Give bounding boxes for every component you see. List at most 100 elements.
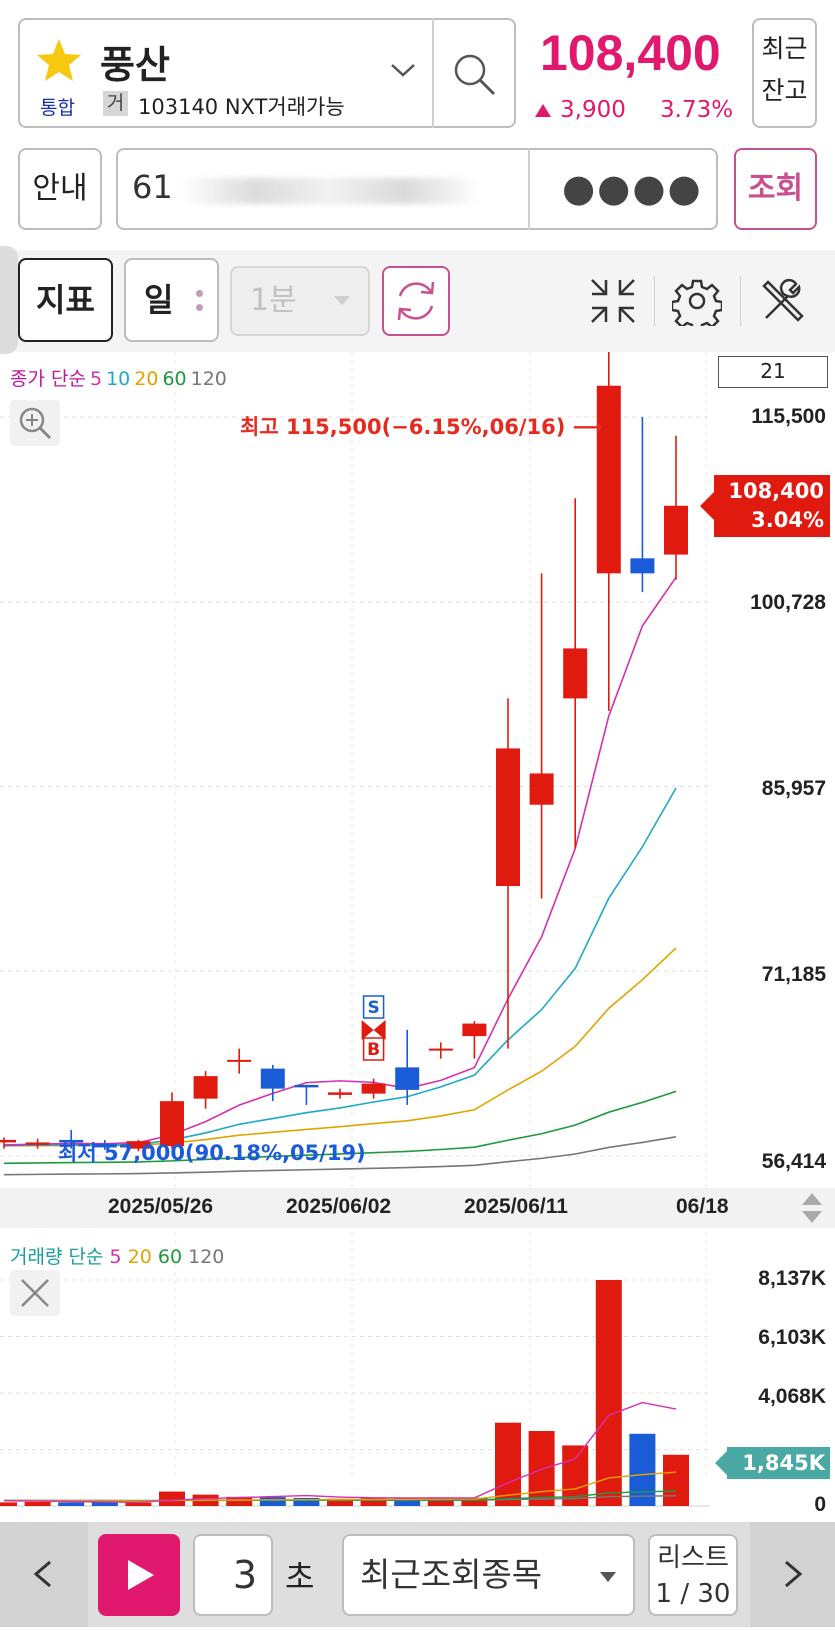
y-tick-label: 71,185 bbox=[761, 963, 826, 986]
low-price-annotation: 최저 57,000(90.18%,05/19) bbox=[58, 1141, 366, 1165]
favorite-star-icon[interactable] bbox=[34, 36, 84, 86]
candle-body bbox=[25, 1142, 50, 1145]
volume-tick-label: 4,068K bbox=[758, 1385, 826, 1408]
price-tag-pct: 3.04% bbox=[751, 508, 824, 532]
candle-body bbox=[563, 648, 588, 699]
legend-ma-5: 5 bbox=[89, 368, 103, 390]
volume-bar bbox=[259, 1497, 286, 1506]
current-price: 108,400 bbox=[540, 25, 721, 81]
volume-bar bbox=[0, 1502, 17, 1506]
candle-body bbox=[462, 1023, 487, 1037]
candle-body bbox=[664, 505, 688, 555]
tools-icon[interactable] bbox=[758, 276, 808, 326]
zoom-in-button[interactable] bbox=[10, 400, 60, 446]
volume-tick-label: 6,103K bbox=[758, 1326, 826, 1349]
candle-body bbox=[529, 773, 554, 805]
interval-unit: 초 bbox=[285, 1558, 315, 1596]
candle-body bbox=[428, 1048, 453, 1051]
stock-selector-divider bbox=[432, 18, 434, 128]
query-button[interactable]: 조회 bbox=[734, 148, 817, 230]
candle-body bbox=[328, 1092, 352, 1095]
market-tag: 통합 bbox=[40, 97, 75, 119]
sell-signal-box bbox=[362, 995, 385, 1019]
date-axis bbox=[0, 1188, 835, 1228]
volume-bar bbox=[159, 1491, 185, 1506]
side-drawer-handle[interactable] bbox=[0, 246, 18, 354]
stock-name[interactable]: 풍산 bbox=[100, 43, 170, 87]
legend-ma-120: 120 bbox=[190, 368, 227, 390]
autoplay-button[interactable] bbox=[98, 1534, 180, 1616]
info-button[interactable]: 안내 bbox=[18, 148, 102, 230]
volume-bar bbox=[495, 1422, 521, 1506]
volume-bar bbox=[226, 1496, 253, 1506]
zoom-in-icon bbox=[19, 407, 52, 440]
candle-body bbox=[630, 558, 655, 574]
list-select[interactable]: 최근조회종목 bbox=[342, 1534, 635, 1616]
next-stock-button[interactable] bbox=[750, 1522, 835, 1627]
high-price-annotation: 최고 115,500(−6.15%,06/16) ⟶ bbox=[240, 415, 603, 439]
exchange-tag: 거 bbox=[103, 91, 128, 116]
candle-body bbox=[496, 748, 520, 887]
period-more-icon bbox=[196, 290, 203, 318]
ma-line-60 bbox=[3, 1090, 677, 1165]
volume-bar bbox=[24, 1501, 51, 1506]
axis-scale-icon[interactable] bbox=[798, 1190, 826, 1226]
minute-select[interactable]: 1분 bbox=[230, 266, 370, 336]
x-tick-label: 2025/06/11 bbox=[464, 1195, 568, 1218]
candle-body bbox=[193, 1076, 218, 1099]
volume-legend-ma-60: 60 bbox=[157, 1246, 183, 1268]
candle-body bbox=[0, 1139, 16, 1143]
x-tick-label: 2025/05/26 bbox=[108, 1195, 214, 1218]
price-change: 3,900 bbox=[560, 97, 626, 123]
volume-tick-label: 8,137K bbox=[758, 1267, 826, 1290]
recent-btn-line2: 잔고 bbox=[761, 76, 808, 105]
period-day-button[interactable]: 일 bbox=[124, 258, 219, 342]
play-icon bbox=[128, 1560, 154, 1590]
volume-bar bbox=[394, 1497, 421, 1506]
volume-bar bbox=[629, 1433, 656, 1506]
candle-body bbox=[126, 1141, 151, 1149]
indicator-button[interactable]: 지표 bbox=[18, 258, 113, 342]
volume-bar bbox=[427, 1497, 454, 1506]
price-chart[interactable]: SB bbox=[0, 352, 835, 1522]
buy-signal-box bbox=[362, 1037, 385, 1061]
chevron-down-icon[interactable] bbox=[390, 62, 416, 78]
volume-legend-ma-5: 5 bbox=[109, 1246, 122, 1268]
legend-ma-60: 60 bbox=[162, 368, 187, 390]
volume-bar bbox=[360, 1498, 387, 1506]
period-count-box[interactable]: 21 bbox=[718, 356, 828, 388]
close-volume-button[interactable] bbox=[10, 1270, 60, 1316]
x-tick-label: 06/18 bbox=[676, 1195, 729, 1218]
refresh-button[interactable] bbox=[382, 266, 450, 336]
chevron-left-icon bbox=[33, 1560, 51, 1588]
recent-balance-button[interactable]: 최근 잔고 bbox=[752, 18, 817, 128]
volume-legend-prefix: 거래량 단순 bbox=[10, 1246, 104, 1268]
volume-bar bbox=[293, 1497, 320, 1506]
account-divider bbox=[528, 148, 530, 230]
password-field[interactable]: ●●●● bbox=[562, 166, 703, 210]
candle-body bbox=[59, 1139, 84, 1143]
gear-icon[interactable] bbox=[672, 276, 722, 326]
signal-triangle bbox=[361, 1020, 374, 1040]
recent-btn-line1: 최근 bbox=[761, 34, 808, 63]
prev-stock-button[interactable] bbox=[0, 1522, 88, 1627]
interval-input[interactable]: 3 bbox=[193, 1534, 273, 1616]
volume-bar bbox=[91, 1502, 118, 1506]
candle-body bbox=[227, 1059, 252, 1062]
toolbar-separator bbox=[654, 276, 655, 326]
x-tick-label: 2025/06/02 bbox=[286, 1195, 392, 1218]
price-change-pct: 3.73% bbox=[660, 97, 734, 123]
current-price-tag: 108,400 3.04% bbox=[700, 475, 830, 537]
collapse-icon[interactable] bbox=[588, 276, 638, 326]
candle-body bbox=[294, 1084, 319, 1088]
list-button[interactable]: 리스트 1 / 30 bbox=[648, 1534, 738, 1616]
volume-tick-label: 0 bbox=[814, 1493, 826, 1516]
volume-bar bbox=[528, 1431, 555, 1506]
caret-down-icon bbox=[334, 296, 350, 305]
stock-code: 103140 NXT거래가능 bbox=[138, 95, 345, 119]
search-icon[interactable] bbox=[450, 50, 498, 98]
candle-body bbox=[160, 1101, 184, 1147]
ma-line-120 bbox=[3, 1136, 677, 1176]
refresh-icon bbox=[397, 281, 435, 321]
signal-triangle bbox=[373, 1020, 386, 1040]
